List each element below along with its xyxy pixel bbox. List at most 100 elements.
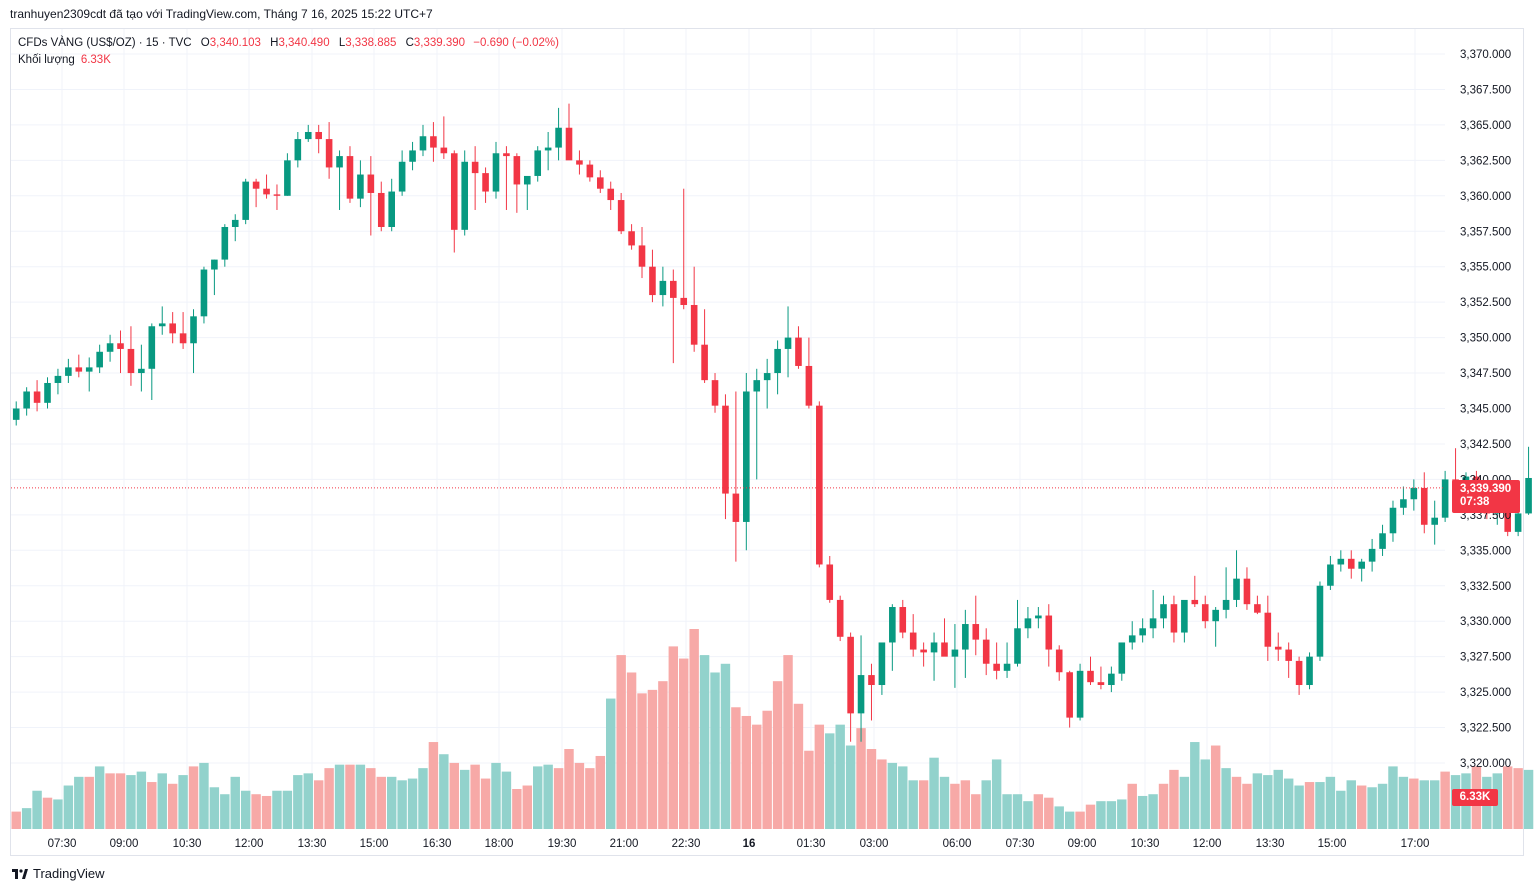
candle — [670, 269, 677, 364]
candle — [440, 116, 448, 159]
candle — [920, 642, 927, 667]
x-tick-label: 07:30 — [48, 838, 77, 850]
volume-bar — [42, 797, 53, 829]
candle — [774, 340, 781, 395]
candle — [284, 153, 291, 196]
candle — [1295, 656, 1303, 695]
candle — [346, 146, 354, 203]
volume-bar — [939, 776, 950, 829]
volume-bar — [1304, 782, 1315, 829]
volume-bar — [199, 762, 209, 829]
volume-bar — [1356, 785, 1367, 829]
volume-bar — [512, 789, 522, 829]
volume-bar — [345, 764, 355, 829]
candle — [106, 334, 114, 362]
candle — [951, 624, 959, 688]
candle — [1066, 670, 1073, 728]
volume-bar — [991, 759, 1002, 829]
volume-bar — [167, 783, 178, 829]
candle — [461, 150, 469, 236]
candle — [409, 141, 416, 171]
volume-bar — [1419, 780, 1429, 829]
candle — [1400, 486, 1407, 515]
volume-bar — [105, 773, 115, 829]
high-value: 3,340.490 — [278, 37, 330, 49]
candle — [221, 224, 229, 267]
x-tick-label: 16 — [743, 838, 756, 850]
candle — [1264, 595, 1272, 661]
volume-bar — [887, 762, 898, 829]
volume-bar — [1221, 768, 1231, 829]
volume-bar — [1252, 773, 1263, 829]
candle — [388, 178, 395, 232]
candle — [638, 226, 646, 279]
volume-bar — [1096, 801, 1106, 829]
open-value: 3,340.103 — [209, 37, 261, 49]
candle — [1274, 632, 1282, 661]
x-tick-label: 13:30 — [298, 838, 327, 850]
volume-bar — [491, 762, 501, 829]
tradingview-logo-icon — [12, 868, 28, 879]
candle — [1181, 599, 1188, 643]
high-label: H — [270, 37, 279, 49]
candle — [1420, 472, 1428, 534]
volume-bar — [1085, 804, 1096, 829]
volume-bar — [282, 790, 293, 829]
y-tick-label: 3,342.500 — [1460, 439, 1511, 451]
volume-bar — [1158, 783, 1169, 829]
x-tick-label: 12:00 — [1193, 838, 1222, 850]
volume-bar — [1346, 780, 1356, 829]
tradingview-label: TradingView — [33, 866, 105, 881]
volume-bar — [908, 780, 918, 829]
candle — [158, 306, 166, 335]
volume-bar — [449, 762, 459, 829]
volume-bar — [366, 768, 376, 829]
candle — [607, 181, 615, 210]
y-tick-label: 3,357.500 — [1460, 226, 1511, 238]
candle — [1035, 607, 1042, 629]
symbol-label[interactable]: CFDs VÀNG (US$/OZ) · 15 · TVC — [18, 37, 192, 49]
tradingview-brand[interactable]: TradingView — [12, 866, 105, 881]
candle — [1306, 652, 1313, 690]
candle — [930, 632, 938, 681]
volume-bar — [522, 785, 532, 829]
x-tick-label: 09:00 — [110, 838, 139, 850]
volume-bar — [1429, 780, 1440, 829]
volume-bar — [418, 768, 428, 829]
candle — [1087, 656, 1094, 686]
candle — [1327, 555, 1334, 591]
volume-bar — [835, 724, 845, 829]
candle — [743, 373, 750, 551]
candle — [816, 401, 823, 568]
volume-bar — [553, 768, 564, 829]
candle — [127, 326, 135, 386]
x-tick-label: 13:30 — [1256, 838, 1285, 850]
volume-bar — [950, 783, 960, 829]
candle — [252, 178, 260, 208]
volume-bar — [1054, 806, 1064, 829]
candle — [993, 642, 1000, 680]
candle — [690, 266, 698, 352]
volume-bar — [866, 749, 877, 829]
candle — [513, 153, 521, 213]
close-label: C — [405, 37, 414, 49]
candle — [805, 337, 813, 409]
volume-bar — [533, 766, 543, 829]
volume-bar — [480, 778, 491, 829]
candle — [847, 632, 854, 742]
candle — [471, 146, 479, 210]
volume-bar — [439, 754, 449, 829]
x-tick-label: 15:00 — [360, 838, 389, 850]
volume-bar — [1294, 785, 1304, 829]
volume-bar — [1002, 794, 1012, 829]
y-tick-label: 3,335.000 — [1460, 545, 1511, 557]
candle — [23, 387, 30, 416]
volume-bar — [261, 795, 272, 829]
volume-bar — [752, 724, 762, 829]
volume-bar — [1117, 799, 1127, 829]
volume-bar — [1367, 787, 1377, 829]
volume-bar — [324, 768, 334, 829]
volume-label: Khối lượng — [18, 54, 75, 66]
candle — [377, 181, 385, 232]
